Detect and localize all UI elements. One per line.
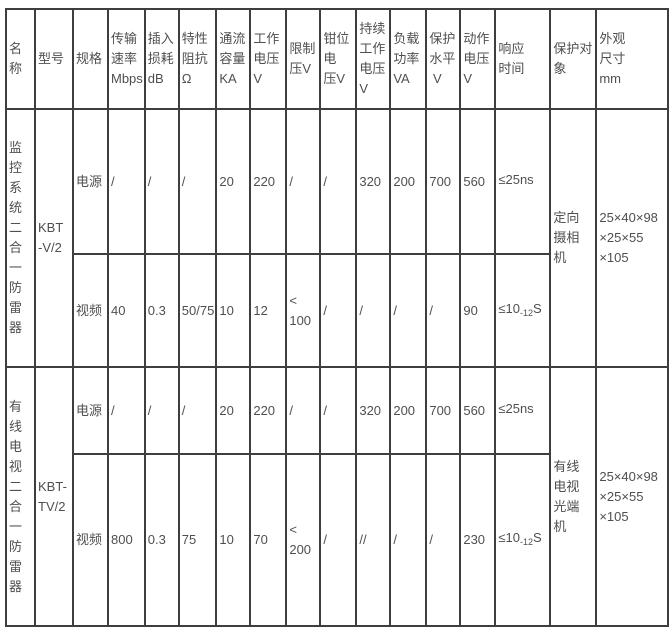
cell-clamping-voltage: / — [319, 108, 358, 255]
header-continuous-voltage: 持续 工作 电压 V — [355, 8, 392, 110]
cell-load-power: 200 — [389, 108, 428, 255]
cell-clamping-voltage: / — [319, 253, 358, 368]
cell-transmission-rate: / — [107, 108, 146, 255]
header-model: 型号 — [34, 8, 74, 110]
cell-response-time: ≤25ns — [494, 366, 552, 455]
header-transmission-rate: 传输 速率 Mbps — [107, 8, 146, 110]
response-unit: S — [532, 530, 542, 545]
cell-response-time: ≤10-12S — [494, 253, 552, 368]
response-base: ≤25ns — [498, 171, 534, 187]
table-row-monitor-power: 监 控 系 统 二 合 一 防 雷 器 KBT -V/2 电源 / / / 20… — [5, 108, 670, 368]
header-impedance: 特性 阻抗 Ω — [177, 8, 218, 110]
response-subscript: -12 — [519, 537, 533, 547]
spec-table: 名 称 型号 规格 传输 速率 Mbps 插入 损耗 dB 特性 阻抗 Ω 通流… — [5, 8, 670, 627]
cell-continuous-voltage: 320 — [355, 108, 392, 255]
spec-cell: 视频 — [72, 453, 109, 627]
model-cell: KBT- TV/2 — [34, 366, 74, 627]
cell-surge-capacity: 10 — [215, 253, 252, 368]
header-dimensions: 外观 尺寸 mm — [595, 8, 670, 110]
cell-transmission-rate: / — [107, 366, 146, 455]
protected-object-cell: 定向 摄相 机 — [549, 108, 598, 368]
cell-protection-level: / — [425, 453, 462, 627]
header-insertion-loss: 插入 损耗 dB — [143, 8, 180, 110]
product-name-cell: 有 线 电 视 二 合 一 防 雷 器 — [5, 366, 36, 627]
cell-insertion-loss: / — [143, 366, 180, 455]
cell-limiting-voltage: < 100 — [285, 253, 322, 368]
header-load-power: 负载 功率 VA — [389, 8, 428, 110]
table-header-row: 名 称 型号 规格 传输 速率 Mbps 插入 损耗 dB 特性 阻抗 Ω 通流… — [5, 8, 670, 110]
spec-cell: 视频 — [72, 253, 109, 368]
model-cell: KBT -V/2 — [34, 108, 74, 368]
cell-protection-level: 700 — [425, 366, 462, 455]
cell-response-time: ≤25ns — [494, 108, 552, 255]
header-surge-capacity: 通流 容量 KA — [215, 8, 252, 110]
cell-insertion-loss: 0.3 — [143, 253, 180, 368]
cell-continuous-voltage: 320 — [355, 366, 392, 455]
header-protection-level: 保护 水平 V — [425, 8, 462, 110]
cell-impedance: / — [177, 366, 218, 455]
cell-operating-voltage: 560 — [459, 108, 497, 255]
response-base: ≤10 — [498, 300, 520, 316]
cell-impedance: 50/75 — [177, 253, 218, 368]
cell-clamping-voltage: / — [319, 366, 358, 455]
header-clamping-voltage: 钳位 电 压V — [319, 8, 358, 110]
cell-operating-voltage: 230 — [459, 453, 497, 627]
header-response-time: 响应 时间 — [494, 8, 552, 110]
cell-transmission-rate: 40 — [107, 253, 146, 368]
cell-response-time: ≤10-12S — [494, 453, 552, 627]
cell-limiting-voltage: / — [285, 108, 322, 255]
spec-cell: 电源 — [72, 366, 109, 455]
cell-insertion-loss: 0.3 — [143, 453, 180, 627]
cell-working-voltage: 220 — [249, 366, 288, 455]
header-name: 名 称 — [5, 8, 36, 110]
cell-continuous-voltage: // — [355, 453, 392, 627]
dimensions-cell: 25×40×98 ×25×55 ×105 — [595, 366, 670, 627]
cell-surge-capacity: 20 — [215, 108, 252, 255]
cell-impedance: / — [177, 108, 218, 255]
cell-continuous-voltage: / — [355, 253, 392, 368]
cell-insertion-loss: / — [143, 108, 180, 255]
cell-clamping-voltage: / — [319, 453, 358, 627]
cell-surge-capacity: 10 — [215, 453, 252, 627]
cell-operating-voltage: 90 — [459, 253, 497, 368]
header-protected-object: 保护对 象 — [549, 8, 598, 110]
header-limiting-voltage: 限制 压V — [285, 8, 322, 110]
cell-working-voltage: 12 — [249, 253, 288, 368]
response-base: ≤10 — [498, 530, 520, 545]
cell-load-power: 200 — [389, 366, 428, 455]
header-operating-voltage: 动作 电压 V — [459, 8, 497, 110]
response-unit: S — [532, 300, 542, 316]
cell-limiting-voltage: < 200 — [285, 453, 322, 627]
cell-operating-voltage: 560 — [459, 366, 497, 455]
cell-transmission-rate: 800 — [107, 453, 146, 627]
response-base: ≤25ns — [498, 400, 534, 416]
table-row-catv-power: 有 线 电 视 二 合 一 防 雷 器 KBT- TV/2 电源 / / / 2… — [5, 366, 670, 627]
cell-load-power: / — [389, 253, 428, 368]
cell-working-voltage: 220 — [249, 108, 288, 255]
dimensions-cell: 25×40×98 ×25×55 ×105 — [595, 108, 670, 368]
table-row-monitor-video: 视频 40 0.3 50/75 10 12 < 100 / / / / 90 ≤… — [6, 253, 668, 368]
cell-working-voltage: 70 — [249, 453, 288, 627]
cell-surge-capacity: 20 — [215, 366, 252, 455]
cell-protection-level: / — [425, 253, 462, 368]
spec-cell: 电源 — [72, 108, 109, 255]
header-working-voltage: 工作 电压 V — [249, 8, 288, 110]
cell-load-power: / — [389, 453, 428, 627]
cell-protection-level: 700 — [425, 108, 462, 255]
header-spec: 规格 — [72, 8, 109, 110]
cell-limiting-voltage: / — [285, 366, 322, 455]
protected-object-cell: 有线 电视 光端 机 — [549, 366, 598, 627]
cell-impedance: 75 — [177, 453, 218, 627]
table-row-catv-video: 视频 800 0.3 75 10 70 < 200 / // / / 230 ≤… — [6, 453, 668, 627]
response-subscript: -12 — [519, 307, 533, 318]
product-name-cell: 监 控 系 统 二 合 一 防 雷 器 — [5, 108, 36, 368]
